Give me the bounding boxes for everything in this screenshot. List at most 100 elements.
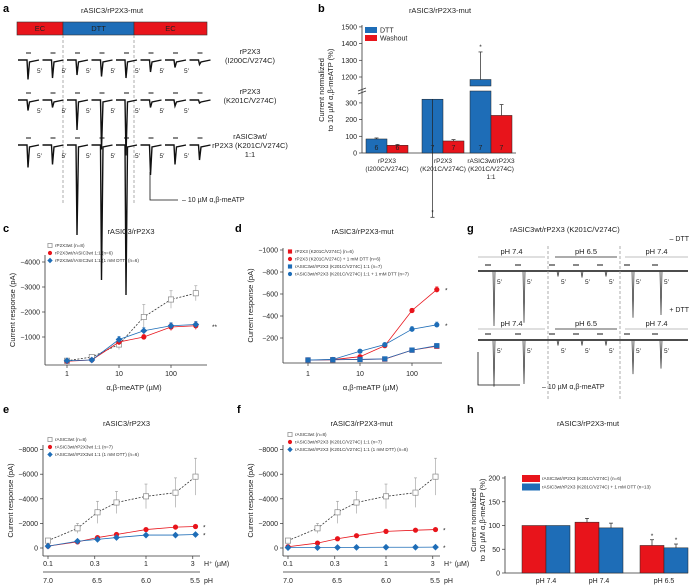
legend-entry: rP2X3 (K201C/V274C) + 1 mM DTT (n=6) bbox=[295, 257, 381, 262]
circle-marker bbox=[409, 307, 415, 314]
current-trace bbox=[522, 270, 526, 323]
interval-label: 5′ bbox=[37, 108, 43, 115]
interval-label: 5′ bbox=[497, 279, 503, 286]
circle-marker bbox=[172, 524, 179, 530]
ph-tick-label: 5.5 bbox=[190, 578, 200, 585]
current-trace bbox=[18, 59, 40, 80]
n-label: 6 bbox=[396, 145, 400, 152]
circle-marker bbox=[432, 526, 439, 533]
ph-tick-label: 7.0 bbox=[283, 578, 293, 585]
panel-label-b: b bbox=[318, 3, 325, 15]
current-trace bbox=[165, 99, 187, 109]
diamond-marker bbox=[74, 537, 81, 545]
interval-label: 5′ bbox=[62, 108, 68, 115]
ph-label: pH 7.4 bbox=[500, 319, 522, 328]
legend-swatch bbox=[522, 475, 540, 482]
circle-marker bbox=[357, 348, 363, 354]
panel-label-d: d bbox=[235, 223, 242, 235]
diamond-marker bbox=[113, 534, 120, 541]
ph-tick-label: 6.5 bbox=[332, 578, 342, 585]
current-trace bbox=[140, 99, 162, 108]
x-axis-label: α,β-meATP (µM) bbox=[106, 383, 162, 392]
square-marker bbox=[94, 509, 101, 516]
x-tick-label: 100 bbox=[406, 371, 418, 378]
y-tick-label: 0 bbox=[34, 546, 38, 553]
square-marker bbox=[143, 493, 149, 500]
bar bbox=[545, 525, 571, 574]
current-trace bbox=[91, 59, 113, 77]
circle-marker bbox=[141, 334, 147, 340]
significance-marker: * bbox=[203, 532, 206, 539]
condition-label: EC bbox=[165, 24, 176, 33]
x-tick-label: 0.1 bbox=[283, 561, 293, 568]
y-tick-label: −2000 bbox=[18, 521, 38, 528]
circle-marker bbox=[334, 536, 341, 542]
y-tick-label: 200 bbox=[488, 476, 500, 483]
category-label: 1:1 bbox=[486, 174, 495, 181]
y-tick-label: 1400 bbox=[341, 41, 357, 48]
condition-label: – DTT bbox=[670, 236, 690, 243]
circle-marker bbox=[143, 526, 149, 533]
circle-marker bbox=[47, 444, 53, 450]
ph-tick-label: 6.5 bbox=[92, 578, 102, 585]
row-label: rASIC3wt/ bbox=[233, 132, 268, 141]
condition-label: DTT bbox=[91, 24, 106, 33]
y-axis-label: Current response (pA) bbox=[246, 268, 255, 343]
circle-marker bbox=[330, 356, 336, 363]
current-trace bbox=[91, 144, 113, 281]
interval-label: 5′ bbox=[111, 153, 117, 160]
bar bbox=[598, 527, 624, 574]
legend-entry: rP2X3 (K201C/V274C) (n=6) bbox=[295, 249, 354, 254]
current-trace bbox=[659, 339, 663, 369]
square-marker bbox=[192, 290, 199, 297]
y-axis-label: Current response (pA) bbox=[6, 463, 15, 538]
interval-label: 5′ bbox=[561, 279, 567, 286]
chart-title: rASIC3/rP2X3-mut bbox=[409, 6, 472, 15]
diamond-marker bbox=[284, 544, 292, 552]
current-trace bbox=[580, 270, 584, 278]
x-tick-label: 10 bbox=[115, 371, 123, 378]
y-axis-label: Current normalized bbox=[317, 58, 326, 122]
y-tick-label: −6000 bbox=[258, 472, 278, 479]
ph-axis-label: pH bbox=[444, 578, 453, 585]
y-tick-label: −3000 bbox=[20, 285, 40, 292]
y-tick-label: 1300 bbox=[341, 58, 357, 65]
significance-marker: ** bbox=[212, 324, 218, 331]
y-tick-label: 100 bbox=[488, 523, 500, 530]
x-tick-label: 0.3 bbox=[90, 561, 100, 568]
current-trace bbox=[116, 99, 138, 156]
square-marker bbox=[74, 525, 81, 532]
current-trace bbox=[492, 339, 496, 387]
interval-label: 5′ bbox=[160, 108, 166, 115]
y-tick-label: 0 bbox=[274, 546, 278, 553]
current-trace bbox=[631, 270, 635, 318]
category-label: pH 7.4 bbox=[589, 578, 610, 585]
legend-entry: rASIC3wt/rP2X3 (K201C/V274C) 1:1 (n=7) bbox=[295, 440, 382, 445]
interval-label: 5′ bbox=[37, 153, 43, 160]
legend-entry: rASIC3wt/rP2X3wt 1:1 (1 mM DTT) (n=6) bbox=[55, 452, 139, 457]
fit-curve bbox=[287, 529, 436, 548]
agonist-label: – 10 µM α,β-meATP bbox=[542, 384, 605, 391]
interval-label: 5′ bbox=[636, 279, 642, 286]
interval-label: 5′ bbox=[86, 68, 92, 75]
current-trace bbox=[631, 339, 635, 375]
current-trace bbox=[18, 144, 40, 168]
diamond-marker bbox=[88, 356, 96, 364]
legend-entry: rASIC3wt/rP2X3 (K201C/V274C) + 1 mM DTT … bbox=[542, 485, 651, 490]
diamond-marker bbox=[314, 544, 321, 552]
bar bbox=[469, 90, 492, 154]
diamond-marker bbox=[353, 544, 360, 551]
current-trace bbox=[116, 59, 138, 79]
ph-axis-label: pH bbox=[204, 578, 213, 585]
diamond-marker bbox=[63, 357, 71, 365]
legend-entry: rASIC3wt/rP2X3 (K201C/V274C) 1:1 + 1 mM … bbox=[295, 272, 409, 277]
ph-label: pH 7.4 bbox=[645, 319, 667, 328]
legend-swatch bbox=[365, 27, 377, 33]
y-tick-label: −1000 bbox=[20, 335, 40, 342]
chart-title: rASIC3/rP2X3-mut bbox=[331, 227, 394, 236]
chart-title: rASIC3/rP2X3 bbox=[107, 227, 154, 236]
row-label: rP2X3 bbox=[240, 47, 261, 56]
y-axis-label: Current normalized bbox=[469, 488, 478, 552]
interval-label: 5′ bbox=[62, 153, 68, 160]
legend-entry: Washout bbox=[380, 36, 407, 43]
